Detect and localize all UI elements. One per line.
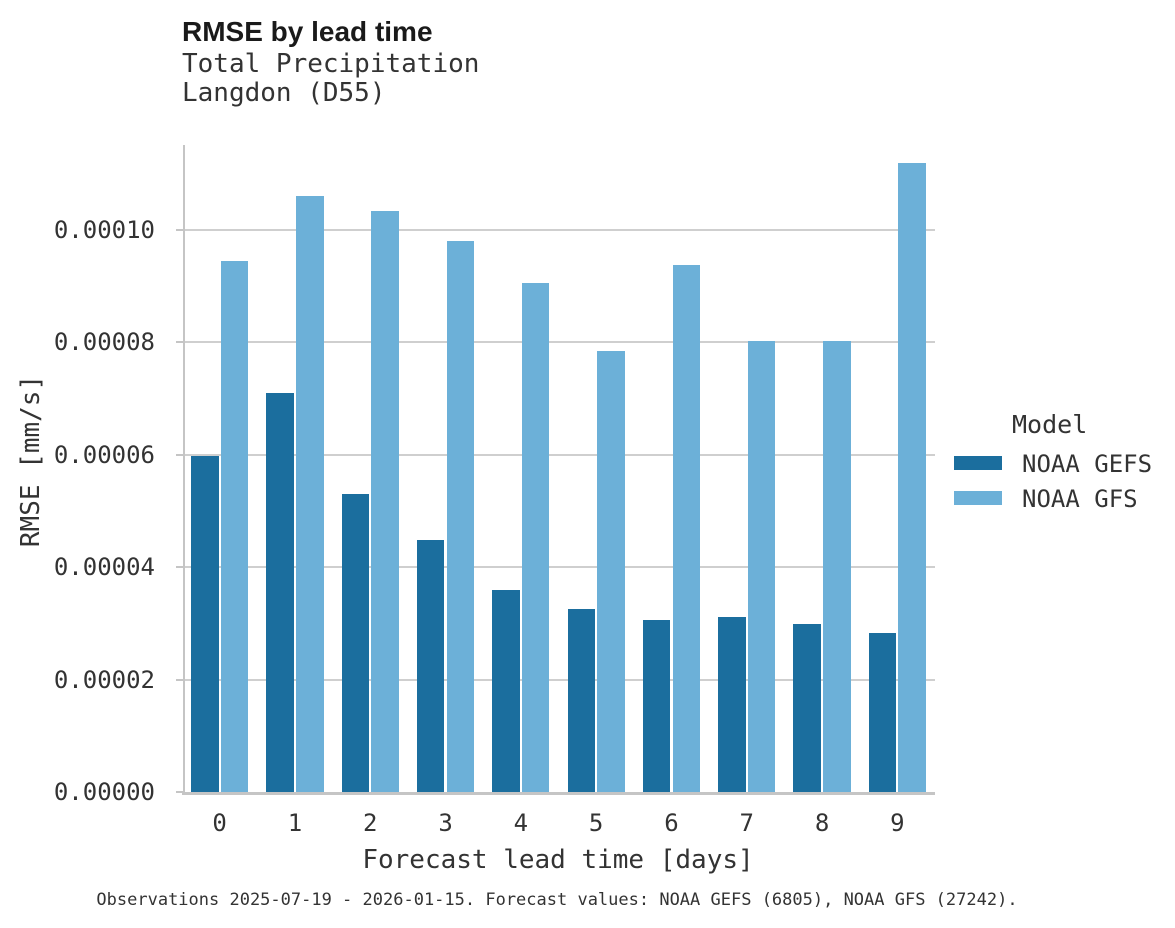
x-tick-label: 4 [513, 809, 529, 837]
bar-noaa-gefs-lead-3 [416, 540, 445, 792]
bar-noaa-gfs-lead-1 [296, 196, 324, 792]
bar-noaa-gefs-lead-2 [341, 493, 370, 792]
bar-noaa-gefs-lead-7 [718, 617, 746, 792]
y-tick-label: 0.00006 [53, 440, 155, 469]
x-tick-label: 3 [438, 809, 453, 837]
bar-noaa-gfs-lead-2 [371, 210, 399, 792]
y-tick-label: 0.00000 [53, 778, 155, 806]
y-tick-label: 0.00002 [53, 665, 155, 694]
y-tick [176, 453, 183, 456]
chart-subtitle-line-2: Langdon (D55) [182, 78, 386, 108]
bar-noaa-gfs-lead-9 [898, 162, 926, 792]
bar-noaa-gefs-lead-4 [492, 590, 520, 792]
bar-noaa-gfs-lead-6 [672, 265, 701, 792]
bar-noaa-gfs-lead-8 [823, 340, 851, 792]
bar-noaa-gfs-lead-5 [597, 351, 625, 792]
bar-noaa-gefs-lead-1 [266, 392, 294, 792]
x-tick-label: 8 [814, 809, 830, 837]
bar-noaa-gefs-lead-8 [793, 624, 821, 792]
x-axis-title: Forecast lead time [days] [362, 845, 754, 875]
x-tick-label: 7 [739, 809, 754, 837]
y-axis-spine [182, 145, 185, 794]
y-tick [176, 566, 183, 569]
x-tick-label: 0 [212, 809, 227, 837]
bar-noaa-gfs-lead-4 [521, 282, 550, 792]
legend-item-noaa-gfs: NOAA GFS [954, 483, 1174, 517]
y-tick [176, 341, 183, 344]
legend-label: NOAA GFS [1022, 484, 1138, 513]
bar-noaa-gfs-lead-0 [220, 260, 249, 792]
y-tick [176, 791, 183, 794]
y-tick-label: 0.00004 [53, 553, 155, 582]
bar-noaa-gfs-lead-7 [747, 340, 776, 792]
bar-noaa-gfs-lead-3 [446, 240, 475, 792]
legend-item-noaa-gefs: NOAA GEFS [954, 448, 1174, 482]
grid-line [182, 566, 935, 569]
x-tick-label: 6 [664, 809, 679, 837]
y-tick [176, 678, 183, 681]
y-tick [176, 228, 183, 232]
grid-line [182, 678, 935, 681]
legend-swatch-noaa-gefs [954, 456, 1002, 470]
legend-title: Model [1012, 410, 1088, 439]
x-tick-label: 2 [363, 809, 378, 837]
caption: Observations 2025-07-19 - 2026-01-15. Fo… [96, 890, 1018, 910]
bar-noaa-gefs-lead-0 [191, 456, 219, 792]
legend-label: NOAA GEFS [1022, 450, 1153, 478]
chart-title: RMSE by lead time [182, 16, 433, 47]
x-axis-line [182, 792, 935, 795]
legend-swatch-noaa-gfs [954, 490, 1002, 505]
grid-line [182, 453, 935, 456]
bar-noaa-gefs-lead-5 [567, 609, 596, 792]
x-tick-label: 5 [588, 809, 604, 837]
grid-line [182, 341, 935, 344]
x-tick-label: 9 [890, 809, 905, 837]
bar-noaa-gefs-lead-6 [642, 619, 671, 792]
bar-noaa-gefs-lead-9 [868, 632, 897, 792]
y-tick-label: 0.00008 [53, 328, 155, 357]
chart-subtitle-line-1: Total Precipitation [182, 49, 480, 79]
chart-subtitle: Total Precipitation Langdon (D55) [182, 50, 479, 108]
y-tick-label: 0.00010 [53, 215, 155, 244]
grid-line [182, 228, 935, 231]
x-tick-label: 1 [287, 809, 303, 837]
